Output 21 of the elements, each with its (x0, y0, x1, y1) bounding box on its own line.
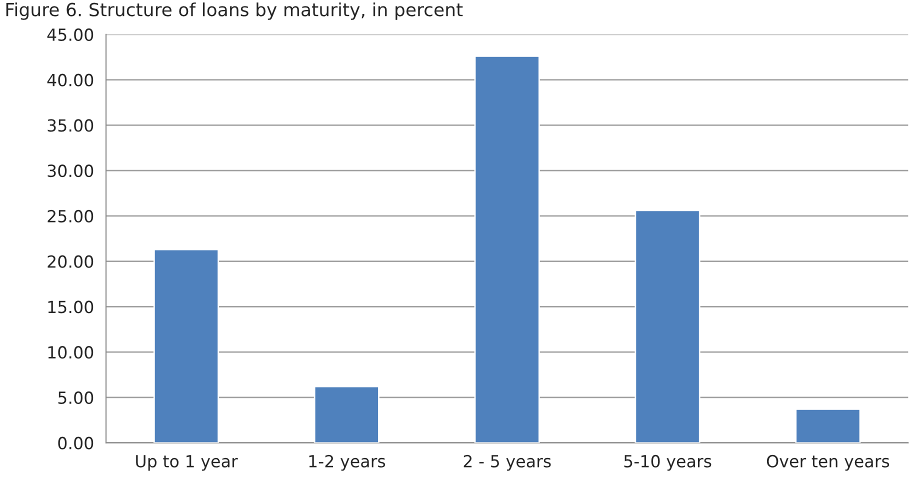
x-tick-label: Over ten years (766, 454, 890, 471)
bar (795, 408, 861, 443)
y-tick-label: 45.00 (47, 28, 94, 42)
x-tick-label: Up to 1 year (136, 455, 238, 471)
bar (153, 248, 220, 443)
y-tick-label: 30.00 (48, 164, 94, 178)
y-tick-label: 40.00 (47, 74, 94, 86)
y-tick-label: 0.00 (58, 436, 94, 450)
y-tick-label: 35.00 (48, 119, 94, 132)
x-tick-label: 1-2 years (309, 454, 386, 471)
bar (634, 210, 700, 443)
bar (474, 56, 540, 443)
x-tick-label: 5-10 years (624, 454, 712, 471)
y-tick-label: 25.00 (48, 210, 94, 222)
y-tick-label: 10.00 (48, 346, 94, 359)
chart-title: Figure 6. Structure of loans by maturity, in percent (6, 2, 463, 20)
y-tick-label: 20.00 (48, 255, 94, 268)
y-tick-label: 15.00 (48, 300, 94, 314)
y-tick-label: 5.00 (58, 391, 94, 404)
bar (314, 386, 380, 443)
x-tick-label: 2 - 5 years (464, 454, 551, 471)
